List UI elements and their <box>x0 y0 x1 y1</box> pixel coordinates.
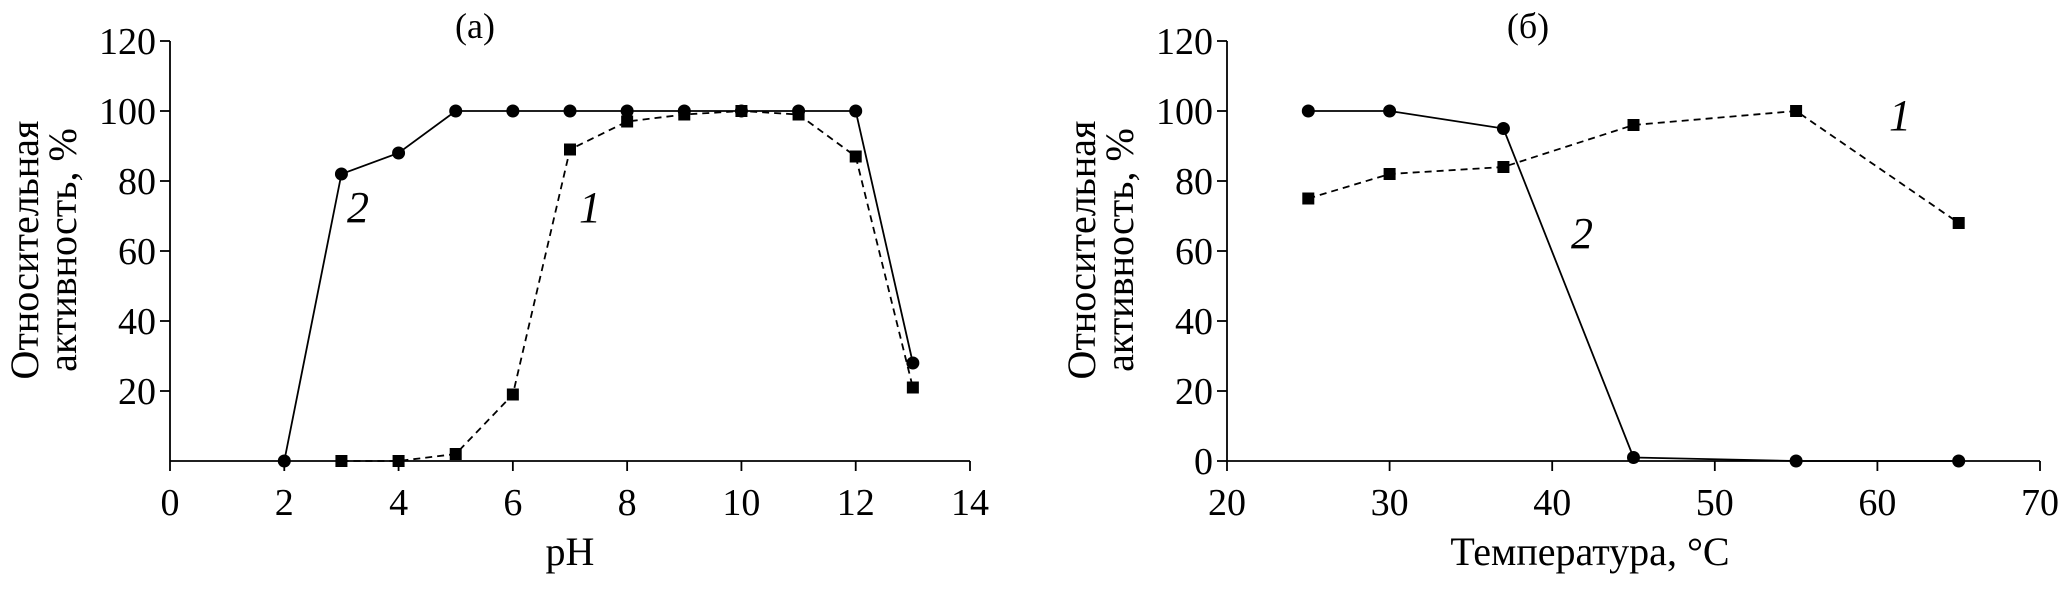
x-tick-label: 2 <box>275 482 294 524</box>
data-point-series-1 <box>449 448 462 460</box>
data-point-series-2 <box>1627 451 1640 464</box>
y-axis-label: Относительная <box>2 121 47 380</box>
x-tick-label: 12 <box>837 482 875 524</box>
series-line-1 <box>1308 110 1960 224</box>
x-tick-label: 60 <box>1858 482 1896 524</box>
x-tick-label: 50 <box>1696 482 1734 524</box>
y-axis-label: Относительная <box>1059 121 1104 380</box>
data-point-series-2 <box>277 454 291 468</box>
data-point-series-2 <box>449 104 463 118</box>
y-tick-label: 80 <box>1175 161 1213 203</box>
data-point-series-2 <box>1952 454 1966 468</box>
data-point-series-2 <box>1383 104 1397 118</box>
chart-title: (а) <box>455 6 495 46</box>
data-point-series-2 <box>506 104 520 118</box>
chart-title: (б) <box>1507 6 1549 46</box>
series-line-2 <box>1308 110 1959 462</box>
data-point-series-1 <box>1627 119 1640 131</box>
x-tick-label: 14 <box>951 482 989 524</box>
x-tick-label: 10 <box>722 482 760 524</box>
y-tick-label: 40 <box>118 301 156 343</box>
y-tick-label: 100 <box>99 91 156 133</box>
data-point-series-2 <box>1496 122 1510 135</box>
x-axis-label: pH <box>546 529 595 574</box>
y-tick-label: 20 <box>1175 371 1213 413</box>
series-label-1: 1 <box>579 183 601 232</box>
x-tick-label: 6 <box>503 482 522 524</box>
data-point-series-1 <box>1497 161 1510 173</box>
data-point-series-2 <box>792 104 806 118</box>
y-tick-label: 40 <box>1175 301 1213 343</box>
data-point-series-2 <box>334 167 348 181</box>
y-axis-label: активность, % <box>1097 128 1142 372</box>
data-point-series-1 <box>621 115 634 128</box>
data-point-series-2 <box>849 104 863 118</box>
y-tick-label: 120 <box>99 21 156 63</box>
y-axis-label: активность, % <box>40 128 85 372</box>
series-label-2: 2 <box>347 183 369 232</box>
series-label-1: 1 <box>1889 91 1911 140</box>
data-point-series-1 <box>1302 192 1315 205</box>
data-point-series-2 <box>392 146 406 160</box>
series-line-1 <box>341 110 914 462</box>
x-tick-label: 8 <box>618 482 637 524</box>
x-tick-label: 4 <box>389 482 408 524</box>
y-tick-label: 60 <box>1175 231 1213 273</box>
x-tick-label: 70 <box>2021 482 2059 524</box>
y-tick-label: 60 <box>118 231 156 273</box>
data-point-series-2 <box>1301 104 1315 118</box>
data-point-series-1 <box>1952 217 1965 229</box>
series-line-2 <box>283 110 914 462</box>
data-point-series-1 <box>1790 105 1803 117</box>
x-tick-label: 40 <box>1533 482 1571 524</box>
data-point-series-2 <box>563 104 577 118</box>
data-point-series-1 <box>335 455 348 467</box>
data-point-series-1 <box>564 143 576 156</box>
data-point-series-1 <box>1383 168 1396 180</box>
data-point-series-2 <box>1789 454 1803 468</box>
data-point-series-1 <box>506 388 519 401</box>
y-tick-label: 80 <box>118 161 156 203</box>
y-tick-label: 0 <box>1194 441 1213 483</box>
data-point-series-2 <box>620 104 634 118</box>
y-tick-label: 100 <box>1156 91 1213 133</box>
y-tick-label: 20 <box>118 371 156 413</box>
x-tick-label: 20 <box>1208 482 1246 524</box>
series-label-2: 2 <box>1571 209 1593 258</box>
data-point-series-2 <box>677 104 691 118</box>
data-point-series-1 <box>392 455 405 467</box>
y-tick-label: 120 <box>1156 21 1213 63</box>
data-point-series-1 <box>849 150 862 163</box>
data-point-series-2 <box>734 104 748 118</box>
x-axis-label: Температура, °С <box>1450 529 1729 574</box>
x-tick-label: 30 <box>1371 482 1409 524</box>
data-point-series-2 <box>906 356 920 370</box>
data-point-series-1 <box>906 381 919 394</box>
x-tick-label: 0 <box>161 482 180 524</box>
